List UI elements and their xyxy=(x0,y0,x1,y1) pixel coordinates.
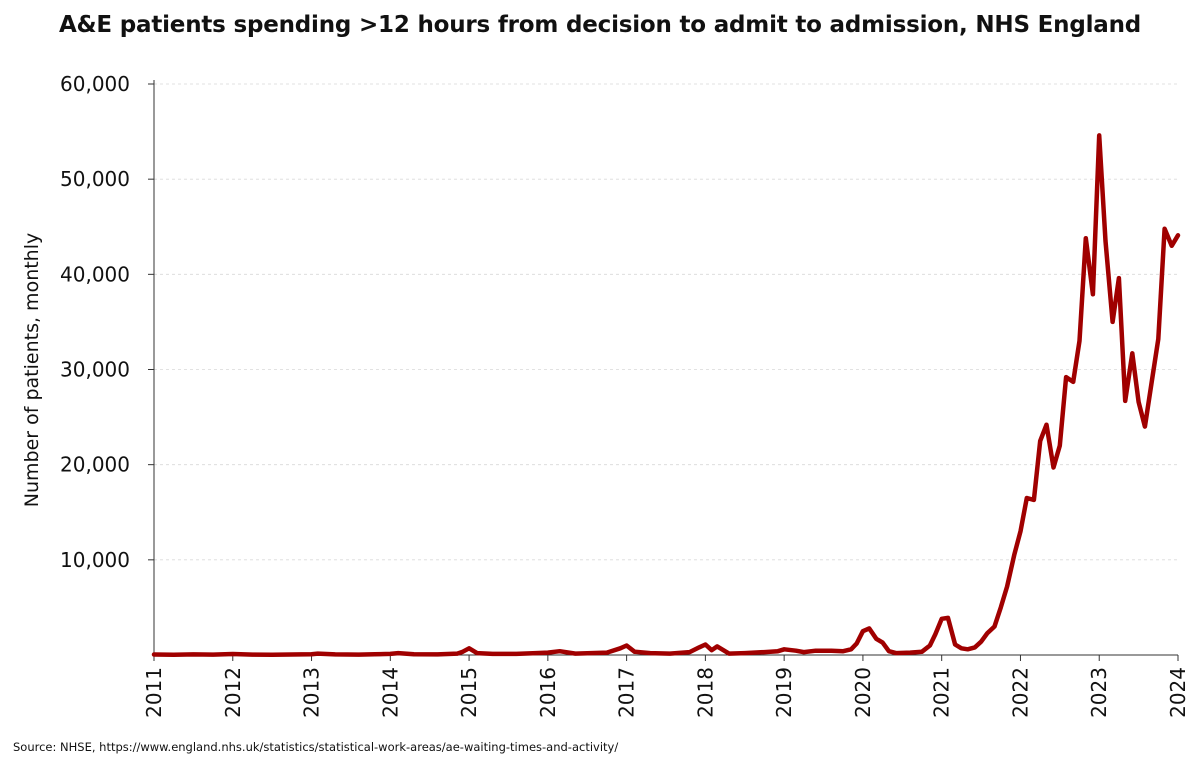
x-tick-label: 2019 xyxy=(772,667,796,718)
x-tick-label: 2024 xyxy=(1166,667,1190,718)
source-note: Source: NHSE, https://www.england.nhs.uk… xyxy=(13,740,619,754)
series-line xyxy=(151,133,1181,657)
x-tick-label: 2012 xyxy=(221,667,245,718)
x-tick-label: 2022 xyxy=(1008,667,1032,718)
y-tick-label: 20,000 xyxy=(60,453,130,477)
x-axis-ticks: 2011 2012 2013 2014 2015 2016 2017 2018 2019 2020… xyxy=(142,655,1190,718)
y-axis-ticks: 10,000 20,000 30,000 40,000 50,000 60,000 xyxy=(60,72,154,572)
series-group xyxy=(151,133,1181,657)
x-tick-label: 2016 xyxy=(536,667,560,718)
gridlines xyxy=(154,83,1178,561)
x-tick-label: 2021 xyxy=(930,667,954,718)
x-tick-label: 2011 xyxy=(142,667,166,718)
x-tick-label: 2014 xyxy=(378,667,402,718)
y-tick-label: 40,000 xyxy=(60,262,130,286)
x-tick-label: 2017 xyxy=(615,667,639,718)
chart-title: A&E patients spending >12 hours from dec… xyxy=(58,12,1142,38)
x-tick-label: 2013 xyxy=(300,667,324,718)
axes xyxy=(153,80,1178,656)
y-tick-label: 60,000 xyxy=(60,72,130,96)
x-tick-label: 2020 xyxy=(851,667,875,718)
y-tick-label: 50,000 xyxy=(60,167,130,191)
x-tick-label: 2023 xyxy=(1087,667,1111,718)
x-tick-label: 2018 xyxy=(693,667,717,718)
y-tick-label: 30,000 xyxy=(60,358,130,382)
x-tick-label: 2015 xyxy=(457,667,481,718)
y-tick-label: 10,000 xyxy=(60,548,130,572)
